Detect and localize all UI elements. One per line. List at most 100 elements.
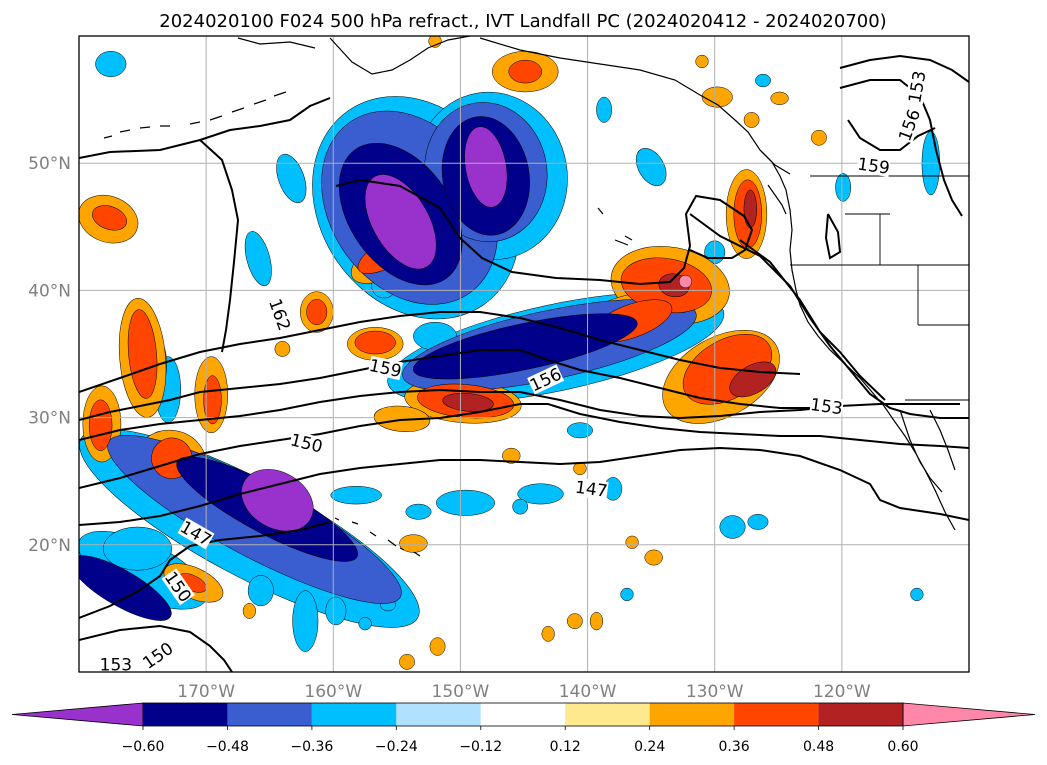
shaded-region-34: [910, 587, 924, 602]
colorbar-tick-label-8: 0.48: [803, 739, 834, 755]
shaded-region-6: [95, 51, 127, 77]
shaded-region-29: [247, 575, 274, 607]
refractivity-contours: [79, 54, 969, 672]
contour-label-bg-11: [895, 106, 924, 144]
contour-label-5: 147: [574, 478, 609, 502]
shaded-region-36: [755, 73, 771, 88]
shaded-region-89: [203, 375, 222, 425]
contour-label-bg-1: [367, 355, 404, 381]
aleutian-islands: [103, 91, 287, 139]
shaded-region-87: [88, 399, 113, 451]
contour-line-159: [79, 349, 820, 421]
shaded-region-21: [436, 489, 496, 516]
contour-line-150: [79, 403, 969, 489]
shaded-region-64: [541, 625, 555, 642]
colorbar-box-6: [649, 703, 735, 726]
shaded-region-96: [412, 313, 638, 380]
x-tick-label-5: 120°W: [813, 682, 871, 702]
contour-label-bg-3: [809, 394, 844, 418]
shaded-region-86: [127, 309, 158, 399]
shaded-region-11: [635, 148, 667, 187]
shaded-region-65: [589, 611, 604, 631]
shaded-region-5: [276, 153, 307, 204]
shaded-region-92: [508, 59, 543, 84]
vancouver-island: [767, 184, 787, 215]
shaded-region-106: [678, 274, 693, 289]
y-tick-label-3: 50°N: [28, 154, 71, 174]
shaded-region-13: [835, 173, 852, 202]
x-tick-label-0: 170°W: [177, 682, 235, 702]
shaded-region-16: [596, 96, 612, 123]
shaded-region-19: [517, 483, 564, 505]
contour-line-147: [79, 446, 969, 526]
chart-title: 2024020100 F024 500 hPa refract., IVT La…: [159, 11, 886, 32]
colorbar-tick-label-6: 0.24: [634, 739, 665, 755]
contour-line-150-south: [79, 521, 331, 619]
contour-label-bg-8: [139, 638, 177, 673]
x-tick-label-1: 160°W: [304, 682, 362, 702]
shaded-region-105: [241, 469, 314, 532]
colorbar-box-3: [396, 703, 481, 726]
contour-line-162-west: [79, 138, 240, 353]
colorbar-box-5: [565, 703, 650, 726]
colorbar-box-7: [734, 703, 819, 726]
colorbar-box-4: [480, 703, 566, 726]
shaded-region-61: [644, 549, 663, 566]
x-axis-ticks: 170°W 160°W 150°W 140°W 130°W 120°W: [177, 682, 871, 702]
colorbar-extend-low: [11, 702, 144, 727]
colorbar-tick-label-7: 0.36: [719, 739, 750, 755]
x-tick-label-4: 130°W: [686, 682, 744, 702]
shaded-region-31: [620, 587, 634, 602]
colorbar-tick-label-4: −0.12: [459, 739, 502, 755]
shaded-region-56: [701, 86, 733, 108]
colorbar-box-1: [227, 703, 312, 726]
y-tick-label-0: 20°N: [28, 536, 71, 556]
shaded-region-91: [92, 205, 127, 231]
contour-line-156: [79, 311, 801, 393]
shaded-region-33: [719, 515, 746, 539]
shaded-region-15: [566, 422, 593, 439]
contour-line-153-south: [79, 624, 233, 672]
shaded-region-70: [811, 129, 827, 146]
shaded-region-22: [405, 503, 432, 520]
shaded-region-66: [429, 637, 446, 656]
shaded-region-103: [364, 174, 437, 270]
shaded-region-98: [79, 555, 172, 621]
shaded-region-7: [244, 231, 272, 287]
colorbar-tick-label-2: −0.36: [290, 739, 333, 755]
colorbar-tick-label-0: −0.60: [122, 739, 165, 755]
shaded-region-67: [399, 653, 415, 670]
shaded-region-57: [743, 112, 760, 128]
contour-label-bg-5: [574, 477, 609, 500]
haida-gwaii: [597, 207, 633, 246]
shaded-region-59: [399, 534, 428, 553]
shaded-region-23: [330, 486, 382, 505]
y-tick-label-2: 40°N: [28, 281, 71, 301]
colorbar: −0.60 −0.48 −0.36 −0.24 −0.12 0.12 0.24 0.36 0.4…: [11, 702, 1036, 755]
colorbar-tick-label-5: 0.12: [550, 739, 581, 755]
y-tick-label-1: 30°N: [28, 409, 71, 429]
colorbar-extend-high: [902, 702, 1036, 727]
shaded-region-101: [442, 392, 494, 412]
colorbar-outline: [142, 702, 904, 727]
shaded-region-26: [325, 596, 347, 626]
shaded-region-68: [242, 603, 256, 619]
shaded-region-32: [747, 514, 769, 530]
coastlines: [103, 36, 969, 557]
contour-line-east: [824, 54, 969, 260]
colorbar-box-0: [143, 703, 228, 726]
contour-label-bg-10: [905, 69, 929, 105]
contour-line-coastal: [689, 213, 969, 419]
shaded-region-72: [428, 36, 442, 48]
gulf-of-california: [899, 409, 956, 493]
contour-label-bg-12: [856, 154, 891, 177]
shaded-region-60: [502, 447, 521, 464]
shaded-region-20: [512, 498, 529, 515]
shaded-region-27: [358, 617, 372, 631]
shaded-region-46: [373, 405, 431, 433]
colorbar-box-2: [311, 703, 397, 726]
us-border: [790, 175, 969, 401]
shaded-region-90: [306, 299, 328, 325]
contour-label-bg-9: [99, 655, 133, 674]
